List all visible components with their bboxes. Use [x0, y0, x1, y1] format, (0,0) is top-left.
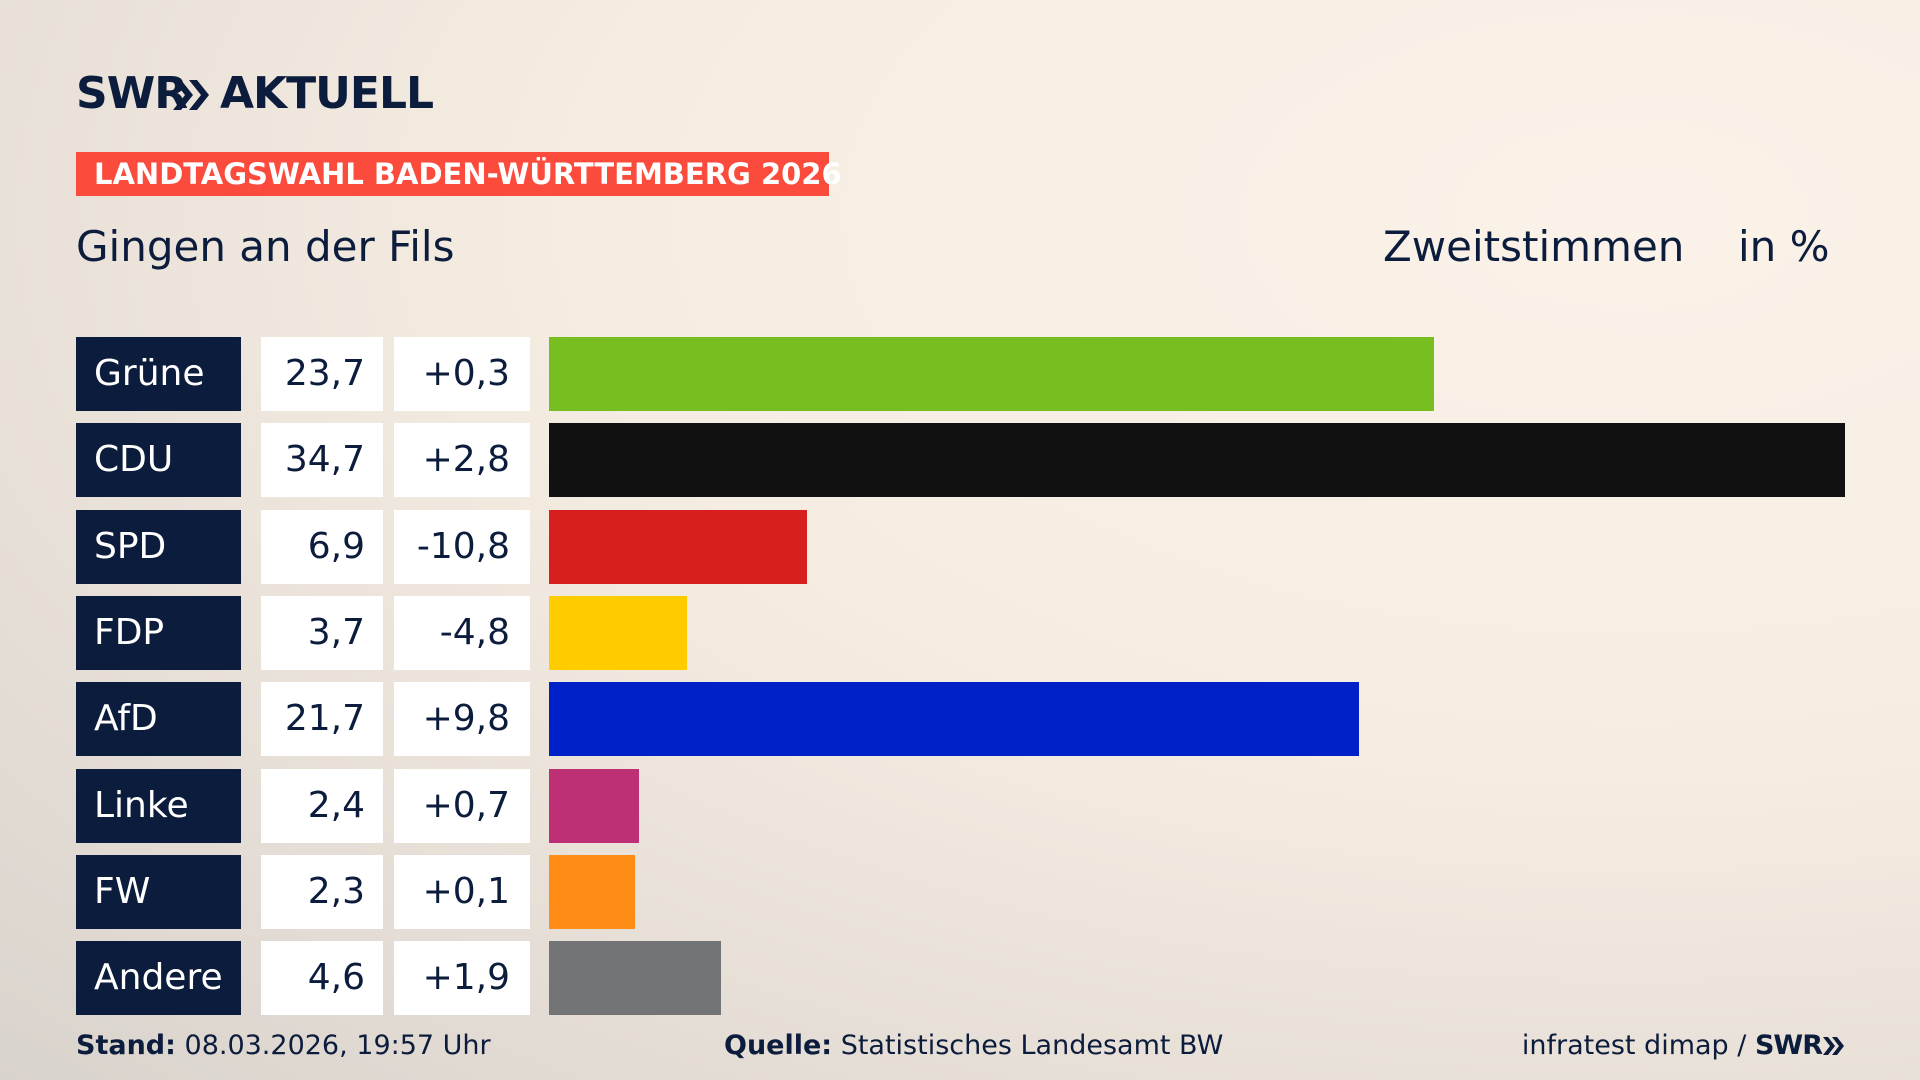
logo-aktuell: AKTUELL	[220, 68, 434, 119]
bar	[549, 854, 635, 929]
stand-label: Stand:	[76, 1030, 176, 1061]
change-label: +0,1	[394, 854, 530, 929]
value-label: 2,4	[261, 768, 383, 843]
stand: Stand: 08.03.2026, 19:57 Uhr	[76, 1030, 491, 1061]
change-label: +2,8	[394, 423, 530, 498]
party-name: Grüne	[76, 337, 241, 411]
logo-swr: SWR	[76, 68, 188, 119]
change-label: +0,7	[394, 768, 530, 843]
party-name: FDP	[76, 595, 241, 670]
banner: LANDTAGSWAHL BADEN-WÜRTTEMBERG 2026	[76, 152, 842, 196]
party-name: CDU	[76, 423, 241, 498]
change-label: -4,8	[394, 595, 530, 670]
value-label: 34,7	[261, 423, 383, 498]
party-name: Andere	[76, 941, 241, 1016]
value-label: 3,7	[261, 595, 383, 670]
change-label: +1,9	[394, 941, 530, 1016]
party-name: Linke	[76, 768, 241, 843]
chart-title: Gingen an der Fils	[76, 222, 455, 271]
change-label: +9,8	[394, 682, 530, 757]
logo-chevrons	[173, 80, 209, 110]
change-label: -10,8	[394, 509, 530, 584]
bar	[549, 337, 1435, 411]
value-label: 21,7	[261, 682, 383, 757]
bar	[549, 509, 807, 584]
value-label: 2,3	[261, 854, 383, 929]
value-label: 23,7	[261, 337, 383, 411]
credit-logo: SWR	[1754, 1030, 1823, 1061]
value-label: 4,6	[261, 941, 383, 1016]
source-value: Statistisches Landesamt BW	[840, 1030, 1224, 1061]
change-label: +0,3	[394, 337, 530, 411]
value-label: 6,9	[261, 509, 383, 584]
source-label: Quelle:	[724, 1030, 833, 1061]
party-name: FW	[76, 854, 241, 929]
bar	[549, 682, 1360, 757]
credit: infratest dimap / SWR	[1522, 1030, 1844, 1061]
stand-value: 08.03.2026, 19:57 Uhr	[184, 1030, 491, 1061]
bar	[549, 941, 721, 1016]
credit-chevrons	[1823, 1037, 1844, 1055]
bar	[549, 595, 688, 670]
credit-text: infratest dimap /	[1521, 1030, 1747, 1061]
value-heading: Zweitstimmen	[1383, 222, 1685, 271]
source: Quelle: Statistisches Landesamt BW	[724, 1030, 1223, 1061]
bar	[549, 423, 1845, 498]
party-name: AfD	[76, 682, 241, 757]
bar	[549, 768, 639, 843]
party-name: SPD	[76, 509, 241, 584]
unit-heading: in %	[1738, 222, 1830, 271]
